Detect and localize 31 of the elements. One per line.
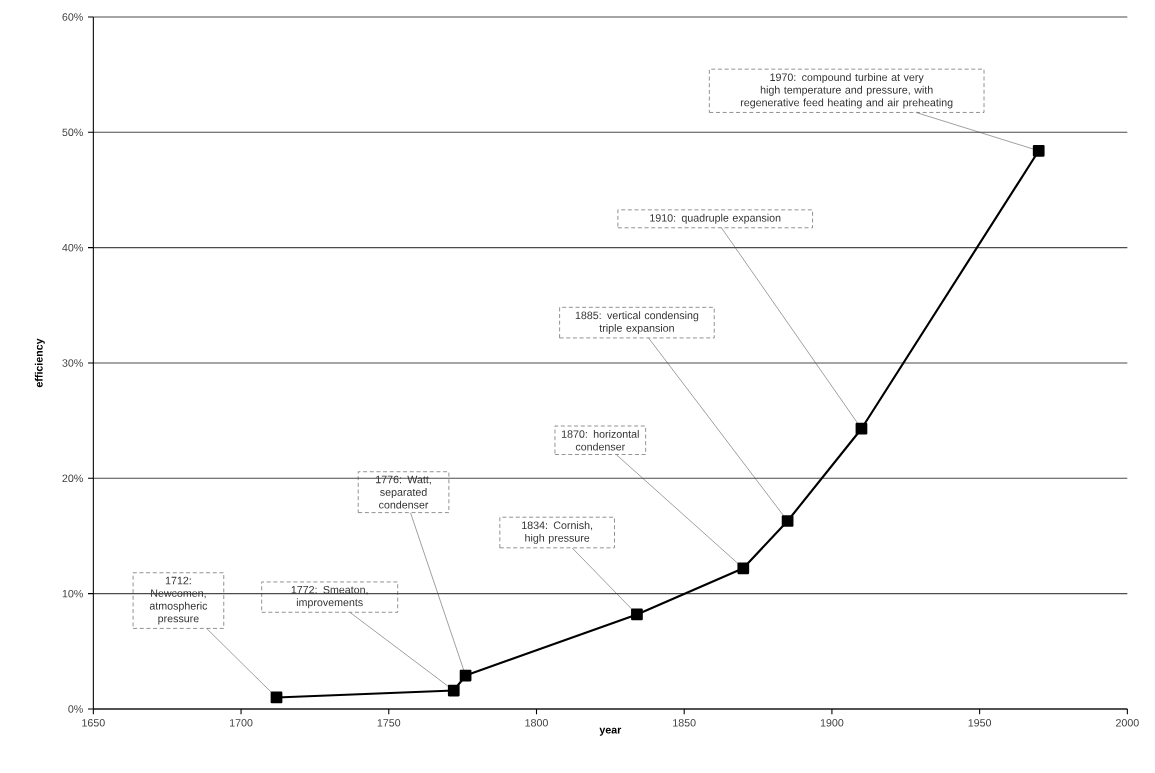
point [1032, 144, 1045, 157]
x-tick-label: 1800 [525, 719, 548, 727]
annotation: 1910: quadruple expansion [650, 213, 781, 224]
y-tick-label: 40% [62, 243, 83, 252]
y-tick-label: 50% [62, 128, 83, 137]
x-axis-title: year [599, 727, 622, 736]
y-tick-label: 0% [68, 705, 83, 713]
y-axis-title: efficiency [34, 338, 45, 388]
x-tick-label: 1650 [82, 719, 105, 727]
x-tick-label: 1700 [230, 719, 253, 727]
annotation: 1970: compound turbine at very high temperature and pressure, with regenerative feed heating and air preheating [740, 73, 953, 109]
point [270, 691, 283, 704]
annotation: 1834: Cornish, high pressure [522, 521, 593, 544]
annotation: 1772: Smeaton, improvements [291, 585, 368, 609]
x-tick-label: 2000 [1116, 719, 1139, 727]
point [737, 562, 750, 575]
point [447, 684, 460, 697]
x-tick-label: 1900 [820, 719, 844, 727]
x-tick-label: 1850 [673, 719, 696, 727]
point [855, 422, 868, 435]
point [781, 515, 794, 527]
annotation: 1885: vertical condensing triple expansion [575, 311, 699, 334]
x-tick-label: 1750 [377, 719, 401, 727]
point [631, 608, 643, 621]
x-tick-label: 1950 [968, 719, 992, 727]
y-tick-label: 60% [62, 13, 83, 21]
y-tick-label: 30% [62, 359, 83, 367]
y-tick-label: 10% [62, 589, 83, 598]
y-tick-label: 20% [62, 474, 83, 483]
point [459, 669, 472, 682]
annotation: 1870: horizontal condenser [561, 430, 639, 451]
